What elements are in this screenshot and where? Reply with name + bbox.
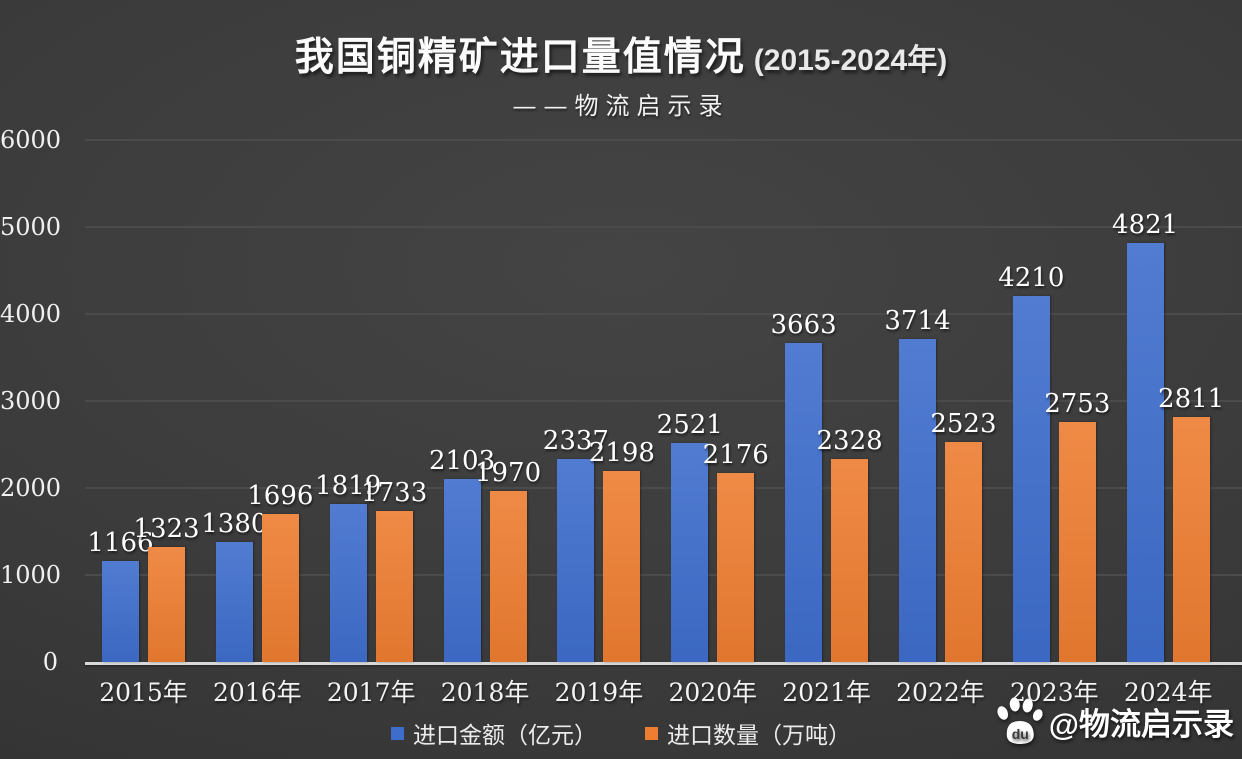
gridline [85, 574, 1242, 576]
bar [785, 343, 823, 662]
chart-title-range: (2015-2024年) [753, 44, 948, 77]
chart-legend: 进口金额（亿元） 进口数量（万吨） [0, 716, 1242, 750]
x-axis-label: 2018年 [440, 678, 530, 707]
bar [557, 458, 595, 662]
bar-value-label: 2103 [428, 446, 496, 477]
x-axis-line [85, 662, 1242, 665]
y-axis-label: 3000 [0, 387, 62, 415]
y-axis-label: 2000 [0, 474, 62, 502]
legend-item: 进口金额（亿元） [391, 716, 597, 750]
bar [261, 514, 299, 662]
bar-value-label: 1819 [315, 470, 382, 501]
baidu-paw-icon: du [997, 697, 1043, 744]
bar [215, 541, 253, 662]
x-axis-label: 2015年 [99, 678, 188, 707]
chart-title: 我国铜精矿进口量值情况 [294, 36, 746, 79]
bar-value-label: 2198 [588, 437, 655, 468]
bar [375, 511, 413, 662]
bar-value-label: 4210 [998, 262, 1065, 293]
baidu-paw-icon-text: du [1011, 726, 1028, 742]
gridline [85, 226, 1242, 228]
gridline [85, 487, 1242, 489]
watermark: du @物流启示录 [992, 696, 1234, 746]
bar-value-label: 1970 [474, 457, 542, 488]
bar [1012, 295, 1050, 662]
x-axis-label: 2022年 [896, 678, 985, 707]
bar-value-label: 2811 [1158, 384, 1225, 415]
x-axis-label: 2021年 [782, 678, 871, 707]
bar-value-label: 1380 [201, 508, 268, 539]
bar [671, 442, 709, 662]
bar [1172, 417, 1210, 662]
bar-value-label: 1323 [133, 513, 200, 544]
bar [148, 546, 185, 662]
bar [443, 479, 481, 662]
gridline [85, 139, 1242, 141]
bar-value-label: 1696 [247, 481, 314, 512]
bar [1126, 242, 1164, 662]
watermark-text: @物流启示录 [1048, 706, 1234, 742]
bar [489, 490, 527, 662]
legend-item: 进口数量（万吨） [645, 716, 851, 750]
bar-value-label: 1733 [361, 478, 428, 509]
bar [1058, 422, 1096, 662]
bar-value-label: 2176 [702, 439, 769, 470]
bar-value-label: 1166 [87, 527, 154, 558]
bar [831, 459, 869, 662]
bar-value-label: 2753 [1044, 389, 1111, 420]
legend-label: 进口金额（亿元） [413, 723, 597, 749]
gridline [85, 400, 1242, 402]
bar [717, 472, 755, 662]
y-axis-label: 1000 [0, 561, 62, 589]
bar [102, 560, 139, 662]
page-title: 我国铜精矿进口量值情况 (2015-2024年) [0, 26, 1242, 82]
bar-value-label: 3663 [770, 310, 837, 341]
gridline [85, 313, 1242, 315]
legend-color-swatch-icon [645, 726, 658, 740]
x-axis-label: 2016年 [213, 678, 302, 707]
x-axis-label: 2017年 [326, 678, 416, 707]
bar-value-label: 2521 [656, 409, 723, 440]
y-axis-label: 6000 [0, 126, 62, 154]
chart-subtitle: ——物流启示录 [512, 92, 730, 120]
bar [898, 338, 936, 662]
bar-value-label: 2328 [816, 426, 883, 457]
y-axis-label: 0 [42, 648, 58, 676]
legend-color-swatch-icon [391, 726, 404, 740]
bar-value-label: 2337 [542, 425, 609, 456]
y-axis-label: 4000 [0, 300, 62, 328]
x-axis-label: 2020年 [668, 678, 758, 707]
bar [603, 470, 641, 662]
bar-value-label: 2523 [930, 409, 997, 440]
bar-value-label: 4821 [1112, 209, 1179, 240]
x-axis-label: 2024年 [1123, 678, 1213, 707]
bar [944, 442, 982, 662]
bar-value-label: 3714 [884, 305, 951, 336]
y-axis-label: 5000 [0, 213, 62, 241]
x-axis-label: 2019年 [554, 678, 644, 707]
legend-label: 进口数量（万吨） [667, 723, 851, 749]
bar [329, 503, 367, 662]
